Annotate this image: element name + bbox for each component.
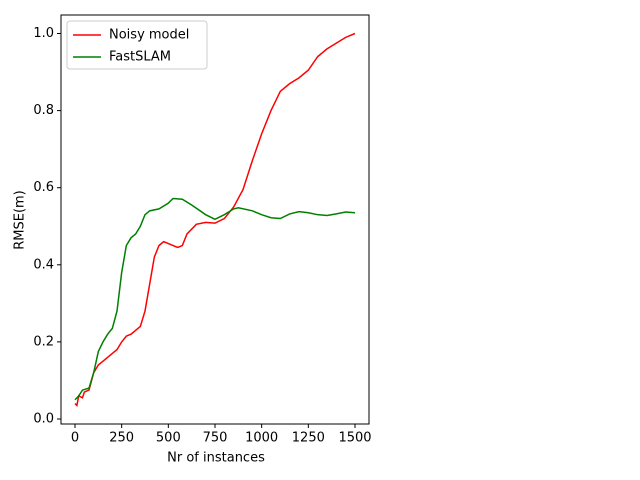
x-tick-label: 750 bbox=[203, 431, 228, 446]
y-tick-label: 0.2 bbox=[33, 334, 54, 349]
y-tick-label: 1.0 bbox=[33, 26, 54, 41]
y-tick-label: 0.6 bbox=[33, 180, 54, 195]
x-tick-label: 250 bbox=[109, 431, 134, 446]
x-tick-label: 0 bbox=[71, 431, 79, 446]
legend-box bbox=[66, 20, 208, 70]
legend-label: FastSLAM bbox=[109, 50, 171, 65]
line-series bbox=[74, 197, 356, 401]
x-tick-label: 1500 bbox=[338, 431, 371, 446]
y-axis-label: RMSE(m) bbox=[13, 190, 28, 250]
y-tick-label: 0.4 bbox=[33, 257, 54, 272]
x-tick-label: 500 bbox=[156, 431, 181, 446]
line-series bbox=[74, 32, 356, 408]
y-tick-label: 0.0 bbox=[33, 411, 54, 426]
x-tick-label: 1000 bbox=[245, 431, 278, 446]
x-tick-label: 1250 bbox=[292, 431, 325, 446]
y-tick-label: 0.8 bbox=[33, 103, 54, 118]
legend-label: Noisy model bbox=[109, 28, 189, 43]
x-axis-label: Nr of instances bbox=[167, 451, 265, 466]
plot-frame bbox=[60, 14, 370, 425]
